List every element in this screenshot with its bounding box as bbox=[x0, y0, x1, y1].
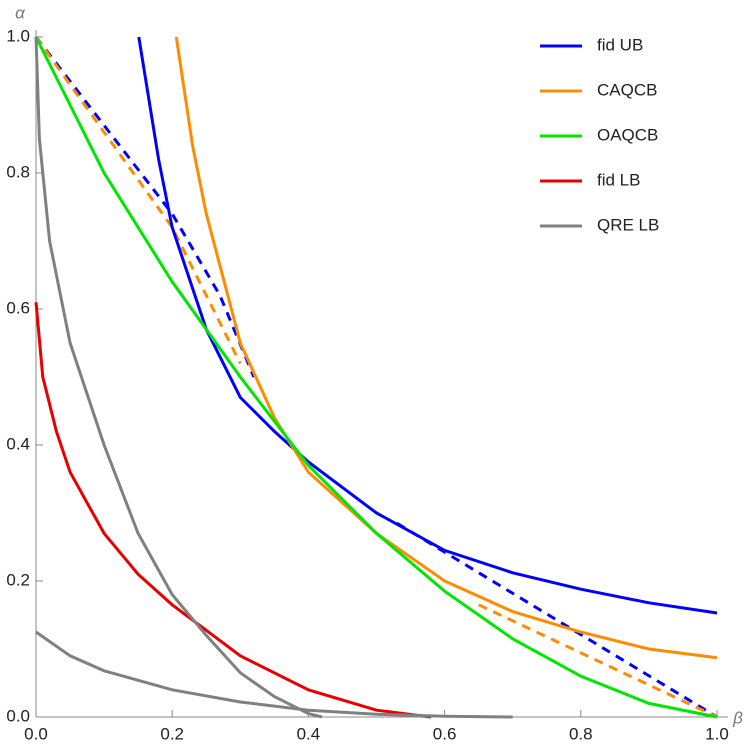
legend-label: CAQCB bbox=[597, 80, 657, 99]
x-tick-label: 0.8 bbox=[569, 724, 593, 743]
dashed-line bbox=[34, 36, 718, 719]
line bbox=[34, 36, 718, 719]
y-tick-label: 0.8 bbox=[6, 162, 30, 181]
x-tick-label: 0.2 bbox=[160, 724, 184, 743]
x-tick-label: 1.0 bbox=[705, 724, 729, 743]
line bbox=[34, 36, 513, 719]
y-tick-label: 0.2 bbox=[6, 570, 30, 589]
y-tick-label: 0.4 bbox=[6, 434, 30, 453]
legend-label: fid LB bbox=[597, 170, 640, 189]
x-tick-label: 0.0 bbox=[24, 724, 48, 743]
x-axis-label: β bbox=[732, 708, 743, 727]
y-tick-label: 0.0 bbox=[6, 706, 30, 725]
x-tick-label: 0.6 bbox=[433, 724, 457, 743]
y-tick-label: 0.6 bbox=[6, 298, 30, 317]
line bbox=[174, 36, 718, 660]
legend-label: OAQCB bbox=[597, 125, 658, 144]
legend-label: fid UB bbox=[597, 35, 643, 54]
line bbox=[34, 302, 432, 719]
x-tick-label: 0.4 bbox=[297, 724, 321, 743]
y-tick-label: 1.0 bbox=[6, 26, 30, 45]
legend-label: QRE LB bbox=[597, 215, 659, 234]
dashed-line bbox=[34, 36, 718, 719]
y-axis-label: α bbox=[15, 3, 26, 22]
line bbox=[137, 36, 718, 615]
